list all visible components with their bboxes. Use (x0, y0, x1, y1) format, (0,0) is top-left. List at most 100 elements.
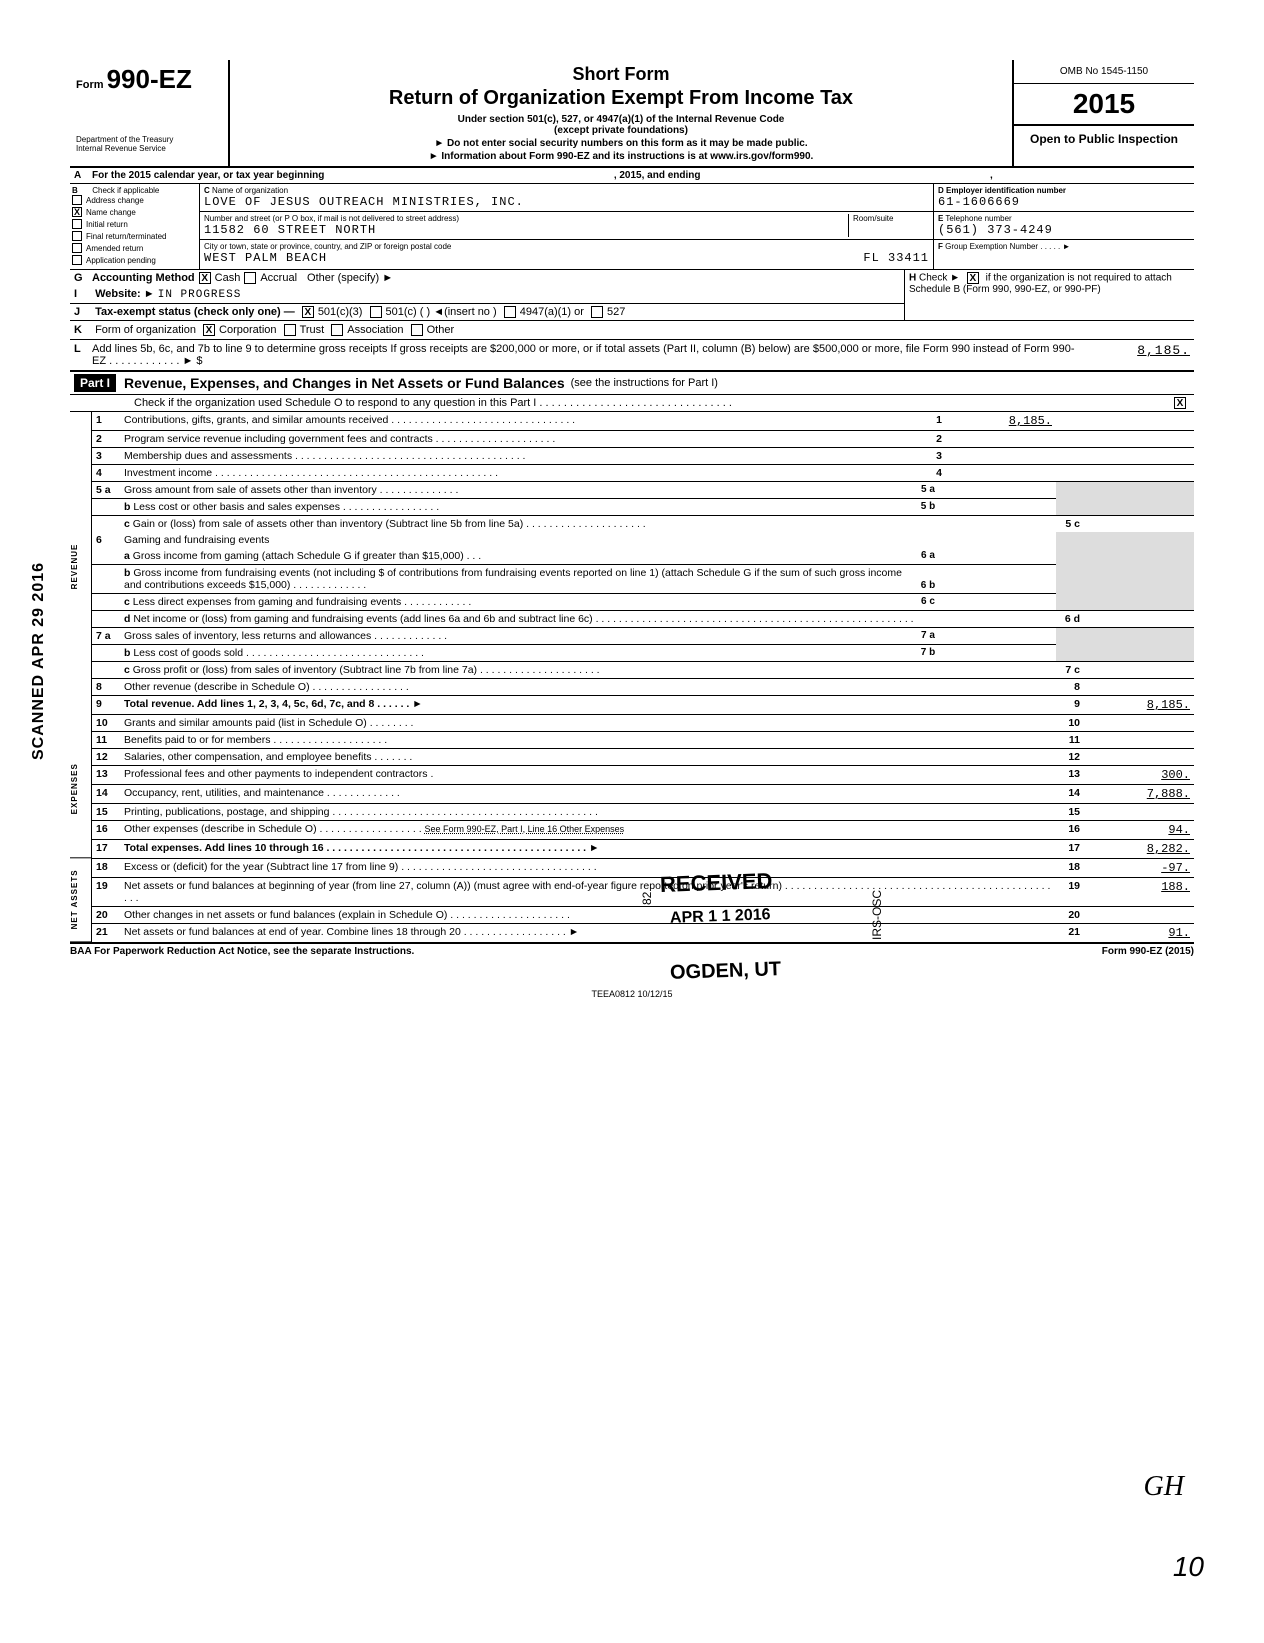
line-15: 15Printing, publications, postage, and s… (92, 804, 1194, 821)
row-a-text-right: , (990, 170, 1190, 181)
rows-g-j: G Accounting Method XCash Accrual Other … (70, 270, 1194, 321)
line-12: 12Salaries, other compensation, and empl… (92, 749, 1194, 766)
checkbox-name-change[interactable]: X (72, 207, 82, 217)
checkbox-corporation[interactable]: X (203, 324, 215, 336)
footer-code: TEEA0812 10/12/15 (70, 989, 1194, 999)
row-l: L Add lines 5b, 6c, and 7b to line 9 to … (70, 340, 1194, 372)
letter-c: C (204, 186, 210, 195)
org-name: LOVE OF JESUS OUTREACH MINISTRIES, INC. (204, 195, 929, 209)
label-corporation: Corporation (219, 324, 276, 336)
label-501c: 501(c) ( (386, 306, 424, 318)
header-right: OMB No 1545-1150 2015 Open to Public Ins… (1014, 60, 1194, 166)
line-1: 1Contributions, gifts, grants, and simil… (92, 412, 1194, 431)
checkbox-501c[interactable] (370, 306, 382, 318)
row-a-text-mid: , 2015, and ending (324, 170, 990, 181)
irs-vert-left: 82 (640, 892, 654, 905)
checkbox-accrual[interactable] (244, 272, 256, 284)
line-4: 4Investment income . . . . . . . . . . .… (92, 465, 1194, 482)
letter-g: G (74, 272, 92, 284)
room-label: Room/suite (853, 214, 929, 223)
line-10: 10Grants and similar amounts paid (list … (92, 715, 1194, 732)
label-527: 527 (607, 306, 625, 318)
line-6c: c Less direct expenses from gaming and f… (92, 594, 1194, 611)
line-6d: d Net income or (loss) from gaming and f… (92, 611, 1194, 628)
ein-label: Employer identification number (946, 186, 1066, 195)
ein: 61-1606669 (938, 195, 1190, 209)
form-number: 990-EZ (107, 64, 192, 94)
footer-baa: BAA For Paperwork Reduction Act Notice, … (70, 946, 414, 957)
checkbox-501c3[interactable]: X (302, 306, 314, 318)
line-5a: 5 aGross amount from sale of assets othe… (92, 482, 1194, 499)
checkbox-initial-return[interactable] (72, 219, 82, 229)
line-9: 9Total revenue. Add lines 1, 2, 3, 4, 5c… (92, 696, 1194, 715)
checkbox-527[interactable] (591, 306, 603, 318)
checkbox-address-change[interactable] (72, 195, 82, 205)
line-6b: b Gross income from fundraising events (… (92, 565, 1194, 594)
line-8: 8Other revenue (describe in Schedule O) … (92, 679, 1194, 696)
checkbox-schedule-o[interactable]: X (1174, 397, 1186, 409)
page-number: 10 (1173, 1551, 1204, 1583)
line-7c: c Gross profit or (loss) from sales of i… (92, 662, 1194, 679)
letter-j: J (74, 306, 92, 318)
col-b-checks: B Check if applicable Address change XNa… (70, 184, 200, 269)
part-1-check-row: Check if the organization used Schedule … (70, 395, 1194, 412)
side-label-assets: NET ASSETS (70, 858, 91, 942)
part-1-title: Revenue, Expenses, and Changes in Net As… (124, 375, 565, 391)
header-center: Short Form Return of Organization Exempt… (230, 60, 1014, 166)
city-label: City or town, state or province, country… (204, 242, 929, 251)
checkbox-schedule-b[interactable]: X (967, 272, 979, 284)
label-initial-return: Initial return (86, 220, 128, 229)
line-16: 16Other expenses (describe in Schedule O… (92, 821, 1194, 840)
label-other-method: Other (specify) ► (307, 272, 393, 284)
name-org-label: Name of organization (212, 186, 288, 195)
note-1: ► Do not enter social security numbers o… (240, 138, 1002, 149)
checkbox-association[interactable] (331, 324, 343, 336)
tax-year: 2015 (1014, 84, 1194, 124)
form-prefix: Form (76, 79, 104, 91)
line-21: 21Net assets or fund balances at end of … (92, 924, 1194, 943)
under-section: Under section 501(c), 527, or 4947(a)(1)… (240, 114, 1002, 125)
line-17: 17Total expenses. Add lines 10 through 1… (92, 840, 1194, 859)
label-association: Association (347, 324, 403, 336)
label-501c3: 501(c)(3) (318, 306, 363, 318)
line-3: 3Membership dues and assessments . . . .… (92, 448, 1194, 465)
phone: (561) 373-4249 (938, 223, 1190, 237)
omb-number: OMB No 1545-1150 (1014, 60, 1194, 84)
checkbox-amended-return[interactable] (72, 243, 82, 253)
form-header: Form 990-EZ Department of the Treasury I… (70, 60, 1194, 168)
side-label-expenses: EXPENSES (70, 721, 91, 858)
line-7a: 7 aGross sales of inventory, less return… (92, 628, 1194, 645)
checkbox-final-return[interactable] (72, 231, 82, 241)
checkbox-other-org[interactable] (411, 324, 423, 336)
letter-b: B (72, 186, 90, 195)
form-of-org-label: Form of organization (95, 324, 196, 336)
except-label: (except private foundations) (240, 125, 1002, 136)
line-2: 2Program service revenue including gover… (92, 431, 1194, 448)
checkbox-application-pending[interactable] (72, 255, 82, 265)
side-label-revenue: REVENUE (70, 412, 91, 720)
checkbox-4947[interactable] (504, 306, 516, 318)
part-1-check-text: Check if the organization used Schedule … (134, 397, 1170, 409)
checkbox-trust[interactable] (284, 324, 296, 336)
line-6a: a Gross income from gaming (attach Sched… (92, 548, 1194, 565)
line-7b: b Less cost of goods sold . . . . . . . … (92, 645, 1194, 662)
label-trust: Trust (300, 324, 325, 336)
tax-exempt-label: Tax-exempt status (check only one) — (95, 306, 295, 318)
part-1-label: Part I (74, 374, 116, 392)
line-14: 14Occupancy, rent, utilities, and mainte… (92, 785, 1194, 804)
letter-a: A (74, 170, 92, 181)
city: WEST PALM BEACH (204, 251, 327, 265)
street-label: Number and street (or P O box, if mail i… (204, 214, 848, 223)
checkbox-cash[interactable]: X (199, 272, 211, 284)
header-left: Form 990-EZ Department of the Treasury I… (70, 60, 230, 166)
label-cash: Cash (215, 272, 241, 284)
row-a: A For the 2015 calendar year, or tax yea… (70, 168, 1194, 184)
letter-l: L (74, 343, 92, 367)
line-11: 11Benefits paid to or for members . . . … (92, 732, 1194, 749)
col-c: C Name of organization LOVE OF JESUS OUT… (200, 184, 934, 269)
open-inspection: Open to Public Inspection (1014, 124, 1194, 152)
row-l-text: Add lines 5b, 6c, and 7b to line 9 to de… (92, 343, 1080, 367)
initials-gh: GH (1144, 1471, 1184, 1503)
check-applicable-label: Check if applicable (92, 186, 159, 195)
scanned-stamp: SCANNED APR 29 2016 (30, 562, 48, 760)
